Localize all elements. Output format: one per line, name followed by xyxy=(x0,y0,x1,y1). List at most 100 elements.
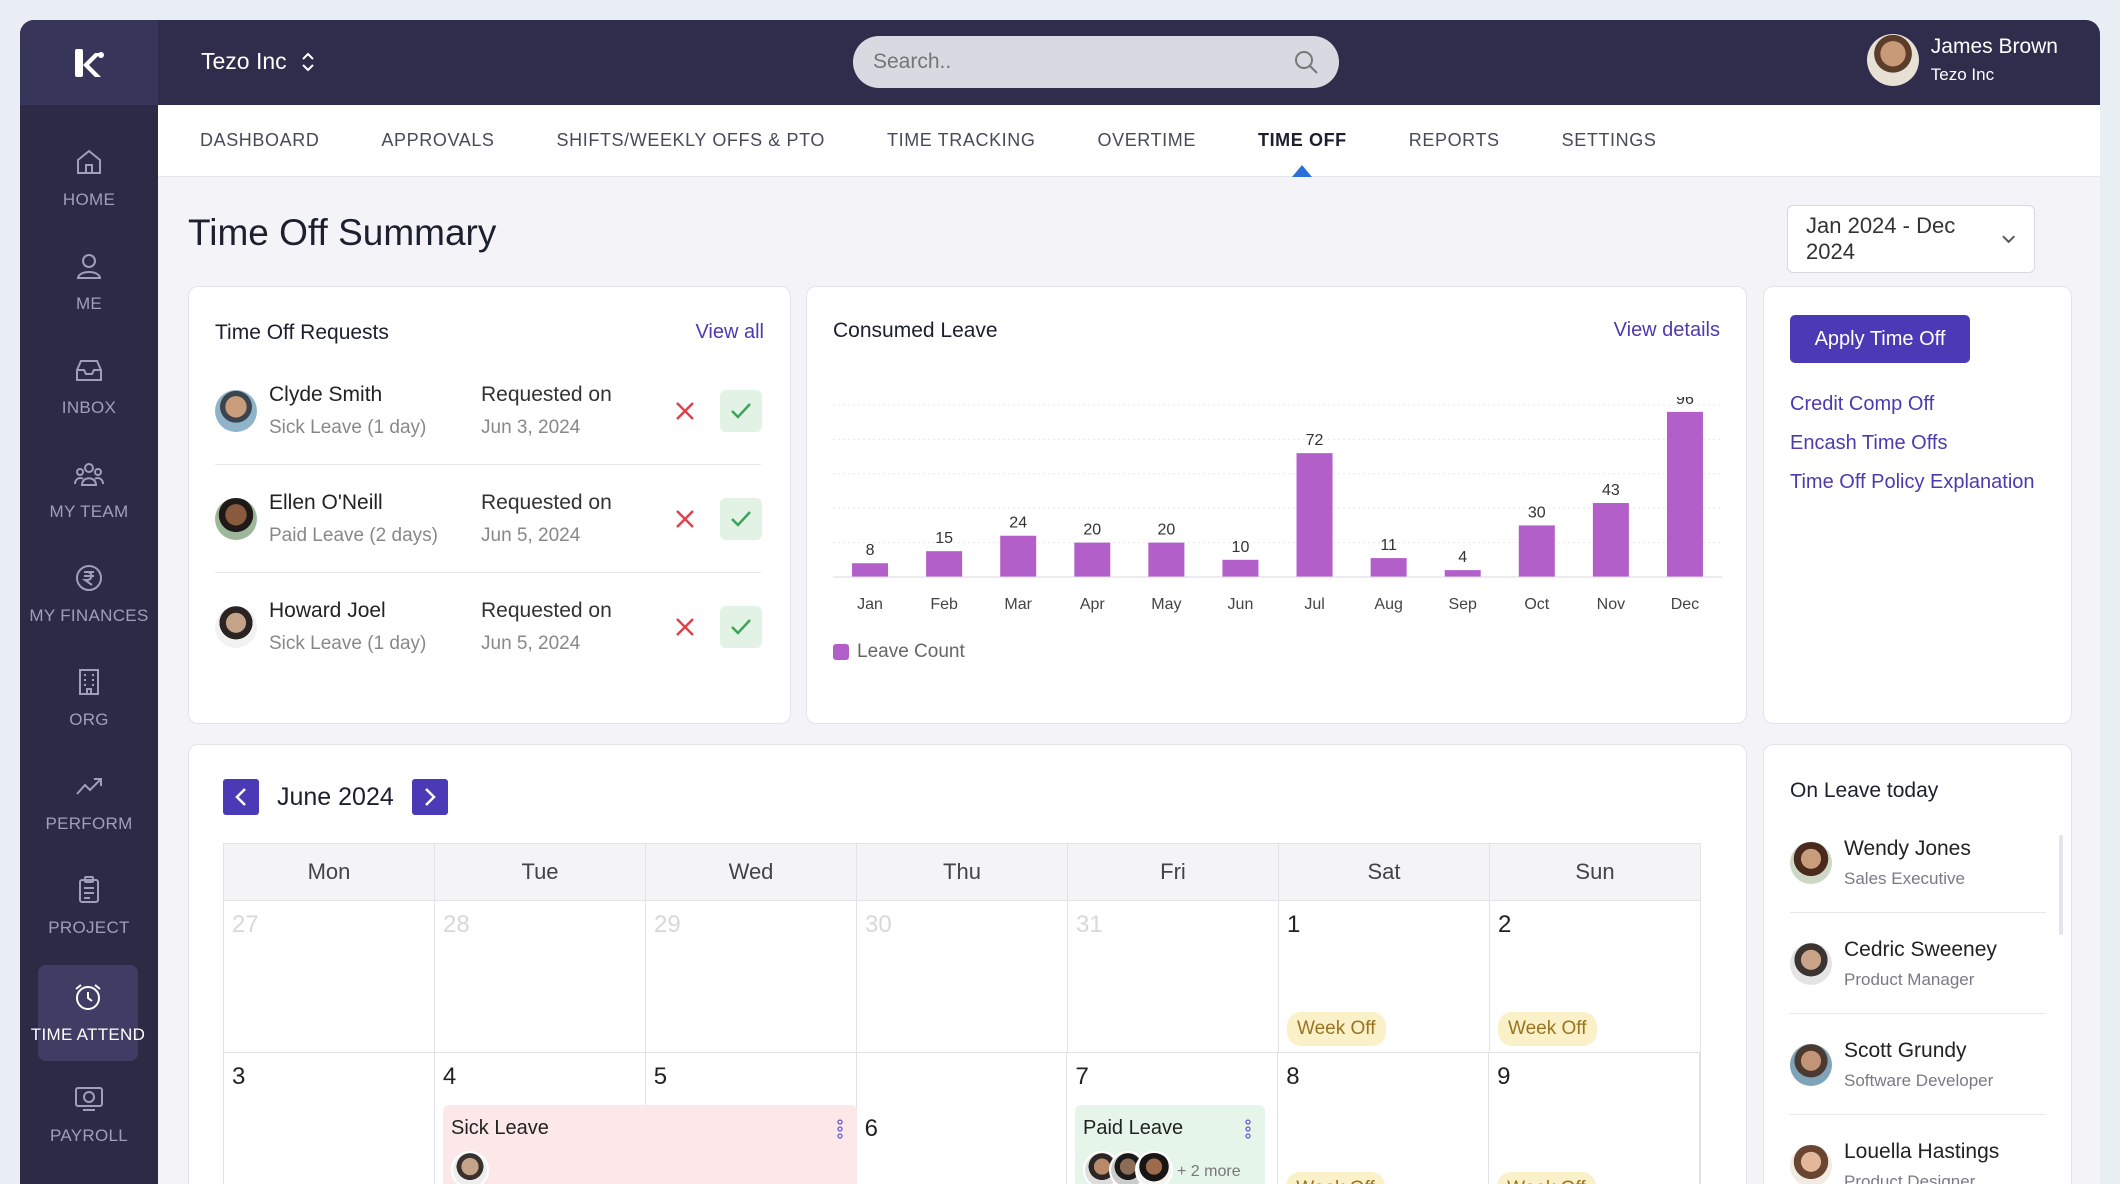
search-icon[interactable] xyxy=(1293,49,1319,75)
credit-comp-off-link[interactable]: Credit Comp Off xyxy=(1790,393,1935,415)
view-details-link[interactable]: View details xyxy=(1613,319,1720,341)
reject-icon[interactable] xyxy=(671,613,699,641)
calendar-day[interactable]: 9 Week Off xyxy=(1489,1053,1701,1184)
on-leave-today-card: On Leave today Wendy Jones Sales Executi… xyxy=(1763,744,2072,1184)
reject-icon[interactable] xyxy=(671,397,699,425)
avatar xyxy=(1135,1151,1173,1184)
tab-approvals[interactable]: APPROVALS xyxy=(381,130,495,150)
scrollbar[interactable] xyxy=(2059,835,2063,935)
calendar-card: June 2024 Mon Tue Wed Thu Fri Sat Sun 27… xyxy=(188,744,1747,1184)
tab-time-off[interactable]: TIME OFF xyxy=(1258,105,1347,177)
on-leave-person[interactable]: Scott Grundy Software Developer xyxy=(1790,1015,2046,1115)
nav-project[interactable]: PROJECT xyxy=(20,858,158,954)
app-logo[interactable] xyxy=(20,20,158,105)
nav-time-attend[interactable]: TIME ATTEND xyxy=(31,965,145,1061)
encash-time-offs-link[interactable]: Encash Time Offs xyxy=(1790,432,1948,454)
more-vertical-icon[interactable] xyxy=(1245,1119,1251,1139)
calendar-day[interactable]: 7 xyxy=(1067,1053,1279,1184)
avatar xyxy=(451,1151,489,1184)
approve-button[interactable] xyxy=(720,497,762,540)
data-label: 15 xyxy=(935,530,953,547)
payroll-icon xyxy=(75,1087,103,1111)
bar-nov[interactable] xyxy=(1592,503,1629,577)
approve-button[interactable] xyxy=(720,606,762,648)
nav-me[interactable]: ME xyxy=(20,234,158,330)
bar-jul[interactable] xyxy=(1296,453,1333,577)
calendar-day[interactable]: 27 xyxy=(224,901,435,1052)
calendar-day[interactable]: 29 xyxy=(646,901,857,1052)
x-tick-label: Aug xyxy=(1374,596,1402,613)
weekday-label: Sat xyxy=(1279,844,1490,900)
more-vertical-icon[interactable] xyxy=(837,1119,843,1139)
paid-leave-event[interactable]: Paid Leave + 2 more xyxy=(1075,1105,1265,1184)
tab-dashboard[interactable]: DASHBOARD xyxy=(200,130,320,150)
company-switcher[interactable]: Tezo Inc xyxy=(201,48,317,75)
apply-time-off-button[interactable]: Apply Time Off xyxy=(1790,315,1970,363)
tab-settings[interactable]: SETTINGS xyxy=(1561,130,1657,150)
calendar-grid: Mon Tue Wed Thu Fri Sat Sun 27 28 29 30 … xyxy=(223,843,1701,1184)
bar-apr[interactable] xyxy=(1074,542,1111,577)
nav-my-team[interactable]: MY TEAM xyxy=(20,442,158,538)
nav-home[interactable]: HOME xyxy=(20,130,158,226)
check-icon xyxy=(731,619,751,635)
on-leave-person[interactable]: Cedric Sweeney Product Manager xyxy=(1790,914,2046,1014)
time-off-requests-card: Time Off Requests View all Clyde Smith S… xyxy=(188,286,791,724)
tab-time-tracking[interactable]: TIME TRACKING xyxy=(887,130,1036,150)
nav-org[interactable]: ORG xyxy=(20,650,158,746)
person-role: Product Designer xyxy=(1844,1172,1976,1184)
bar-mar[interactable] xyxy=(1000,535,1037,577)
bar-may[interactable] xyxy=(1148,542,1185,577)
bar-jun[interactable] xyxy=(1222,559,1259,577)
person-role: Sales Executive xyxy=(1844,868,1965,888)
nav-perform[interactable]: PERFORM xyxy=(20,754,158,850)
approve-button[interactable] xyxy=(720,389,762,432)
tab-overtime[interactable]: OVERTIME xyxy=(1097,130,1196,150)
on-leave-person[interactable]: Louella Hastings Product Designer xyxy=(1790,1116,2046,1184)
requested-date: Jun 5, 2024 xyxy=(481,524,581,546)
module-tabs: DASHBOARD APPROVALS SHIFTS/WEEKLY OFFS &… xyxy=(158,105,2100,177)
tab-reports[interactable]: REPORTS xyxy=(1408,130,1500,150)
weekday-header: Mon Tue Wed Thu Fri Sat Sun xyxy=(224,844,1700,900)
clipboard-icon xyxy=(79,876,99,903)
bar-dec[interactable] xyxy=(1666,411,1703,577)
calendar-day[interactable]: 3 xyxy=(224,1053,435,1184)
bar-aug[interactable] xyxy=(1370,558,1407,577)
week-off-badge: Week Off xyxy=(1287,1012,1386,1046)
bar-sep[interactable] xyxy=(1444,570,1481,577)
weekday-label: Mon xyxy=(224,844,435,900)
nav-inbox[interactable]: INBOX xyxy=(20,338,158,434)
prev-month-button[interactable] xyxy=(223,779,259,815)
calendar-day[interactable]: 8 Week Off xyxy=(1278,1053,1490,1184)
calendar-day[interactable]: 31 xyxy=(1068,901,1279,1052)
search-bar[interactable] xyxy=(853,36,1339,88)
chevron-down-icon xyxy=(2001,235,2015,244)
calendar-day[interactable]: 2 Week Off xyxy=(1490,901,1700,1052)
sick-leave-event[interactable]: Sick Leave xyxy=(443,1105,857,1184)
nav-payroll[interactable]: PAYROLL xyxy=(20,1066,158,1162)
search-input[interactable] xyxy=(873,50,1253,74)
tab-shifts-weekly-offs[interactable]: SHIFTS/WEEKLY OFFS & PTO xyxy=(556,130,825,150)
date-range-select[interactable]: Jan 2024 - Dec 2024 xyxy=(1787,205,2035,273)
view-all-link[interactable]: View all xyxy=(695,321,764,343)
calendar-day[interactable]: 1 Week Off xyxy=(1279,901,1490,1052)
request-type: Paid Leave (2 days) xyxy=(269,524,438,546)
bar-jan[interactable] xyxy=(852,563,889,577)
next-month-button[interactable] xyxy=(411,779,448,815)
time-off-policy-link[interactable]: Time Off Policy Explanation xyxy=(1790,471,2035,493)
day-number: 30 xyxy=(865,911,892,938)
data-label: 43 xyxy=(1602,482,1620,499)
calendar-day[interactable]: 28 xyxy=(435,901,646,1052)
user-profile[interactable]: James Brown Tezo Inc xyxy=(1866,34,2058,86)
x-tick-label: May xyxy=(1151,596,1181,613)
on-leave-person[interactable]: Wendy Jones Sales Executive xyxy=(1790,813,2046,913)
calendar-day[interactable]: 6 xyxy=(857,1053,1068,1184)
avatar xyxy=(1790,841,1832,884)
bar-oct[interactable] xyxy=(1518,525,1555,577)
reject-icon[interactable] xyxy=(671,505,699,533)
avatar xyxy=(1790,1043,1832,1086)
more-attendees[interactable]: + 2 more xyxy=(1177,1163,1241,1180)
nav-my-finances[interactable]: MY FINANCES xyxy=(20,546,158,642)
nav-label: INBOX xyxy=(61,398,117,417)
bar-feb[interactable] xyxy=(926,551,963,577)
calendar-day[interactable]: 30 xyxy=(857,901,1068,1052)
